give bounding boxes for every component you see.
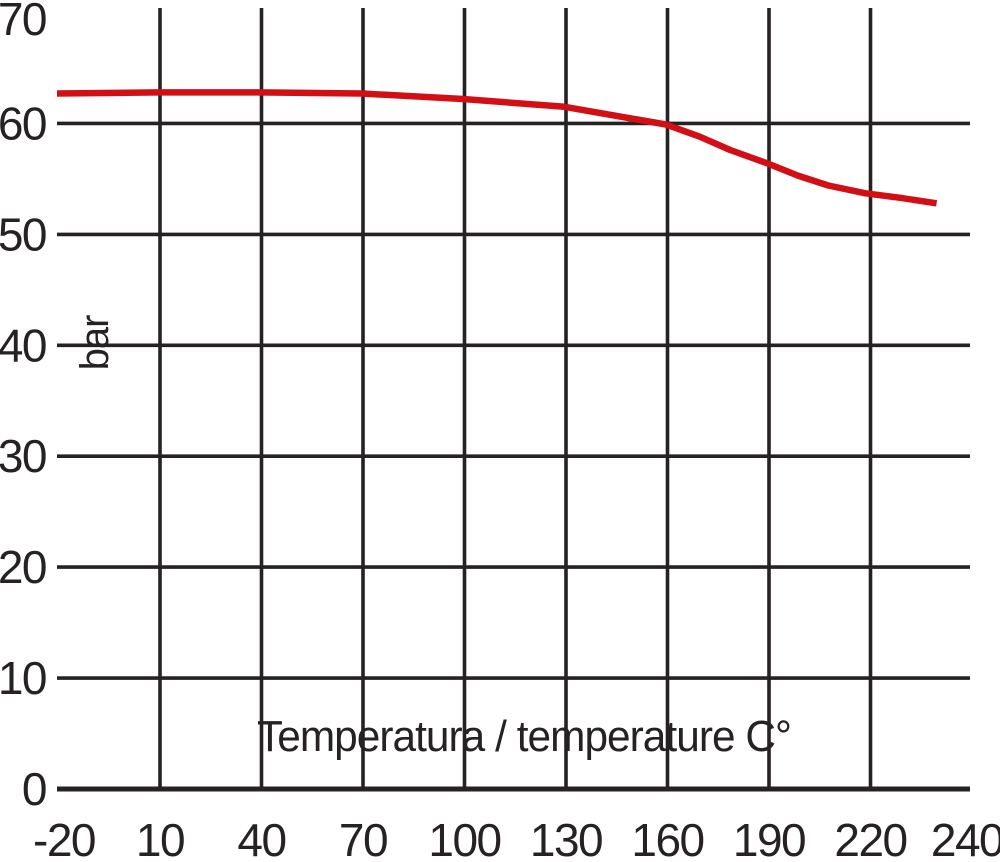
x-tick-label: 190 (733, 814, 805, 862)
y-tick-label: 60 (0, 97, 46, 149)
x-tick-label: 10 (136, 814, 184, 862)
x-tick-label: 100 (428, 814, 500, 862)
pressure-curve (56, 89, 938, 207)
y-tick-label: 20 (0, 541, 46, 593)
x-tick-label: 40 (237, 814, 285, 862)
y-tick-label: 70 (0, 0, 46, 45)
y-tick-label: 40 (0, 319, 46, 371)
y-axis-tick-labels: 70 60 50 40 30 20 10 0 (0, 0, 48, 815)
y-tick-label: 30 (0, 430, 46, 482)
y-tick-label: 10 (0, 652, 46, 704)
x-tick-label: 220 (834, 814, 906, 862)
x-tick-label: 70 (339, 814, 387, 862)
x-tick-label: 160 (631, 814, 703, 862)
x-tick-label: -20 (33, 814, 95, 862)
y-axis-title: bar (73, 315, 117, 370)
x-axis-title: Temperatura / temperature C° (257, 712, 791, 761)
grid-layer (57, 8, 970, 790)
series-layer (56, 89, 938, 207)
x-tick-label: 240 (931, 814, 1000, 862)
y-tick-label: 0 (22, 763, 46, 815)
x-axis-tick-labels: -20 10 40 70 100 130 160 190 220 240 (33, 814, 1000, 862)
x-tick-label: 130 (530, 814, 602, 862)
y-tick-label: 50 (0, 208, 46, 260)
